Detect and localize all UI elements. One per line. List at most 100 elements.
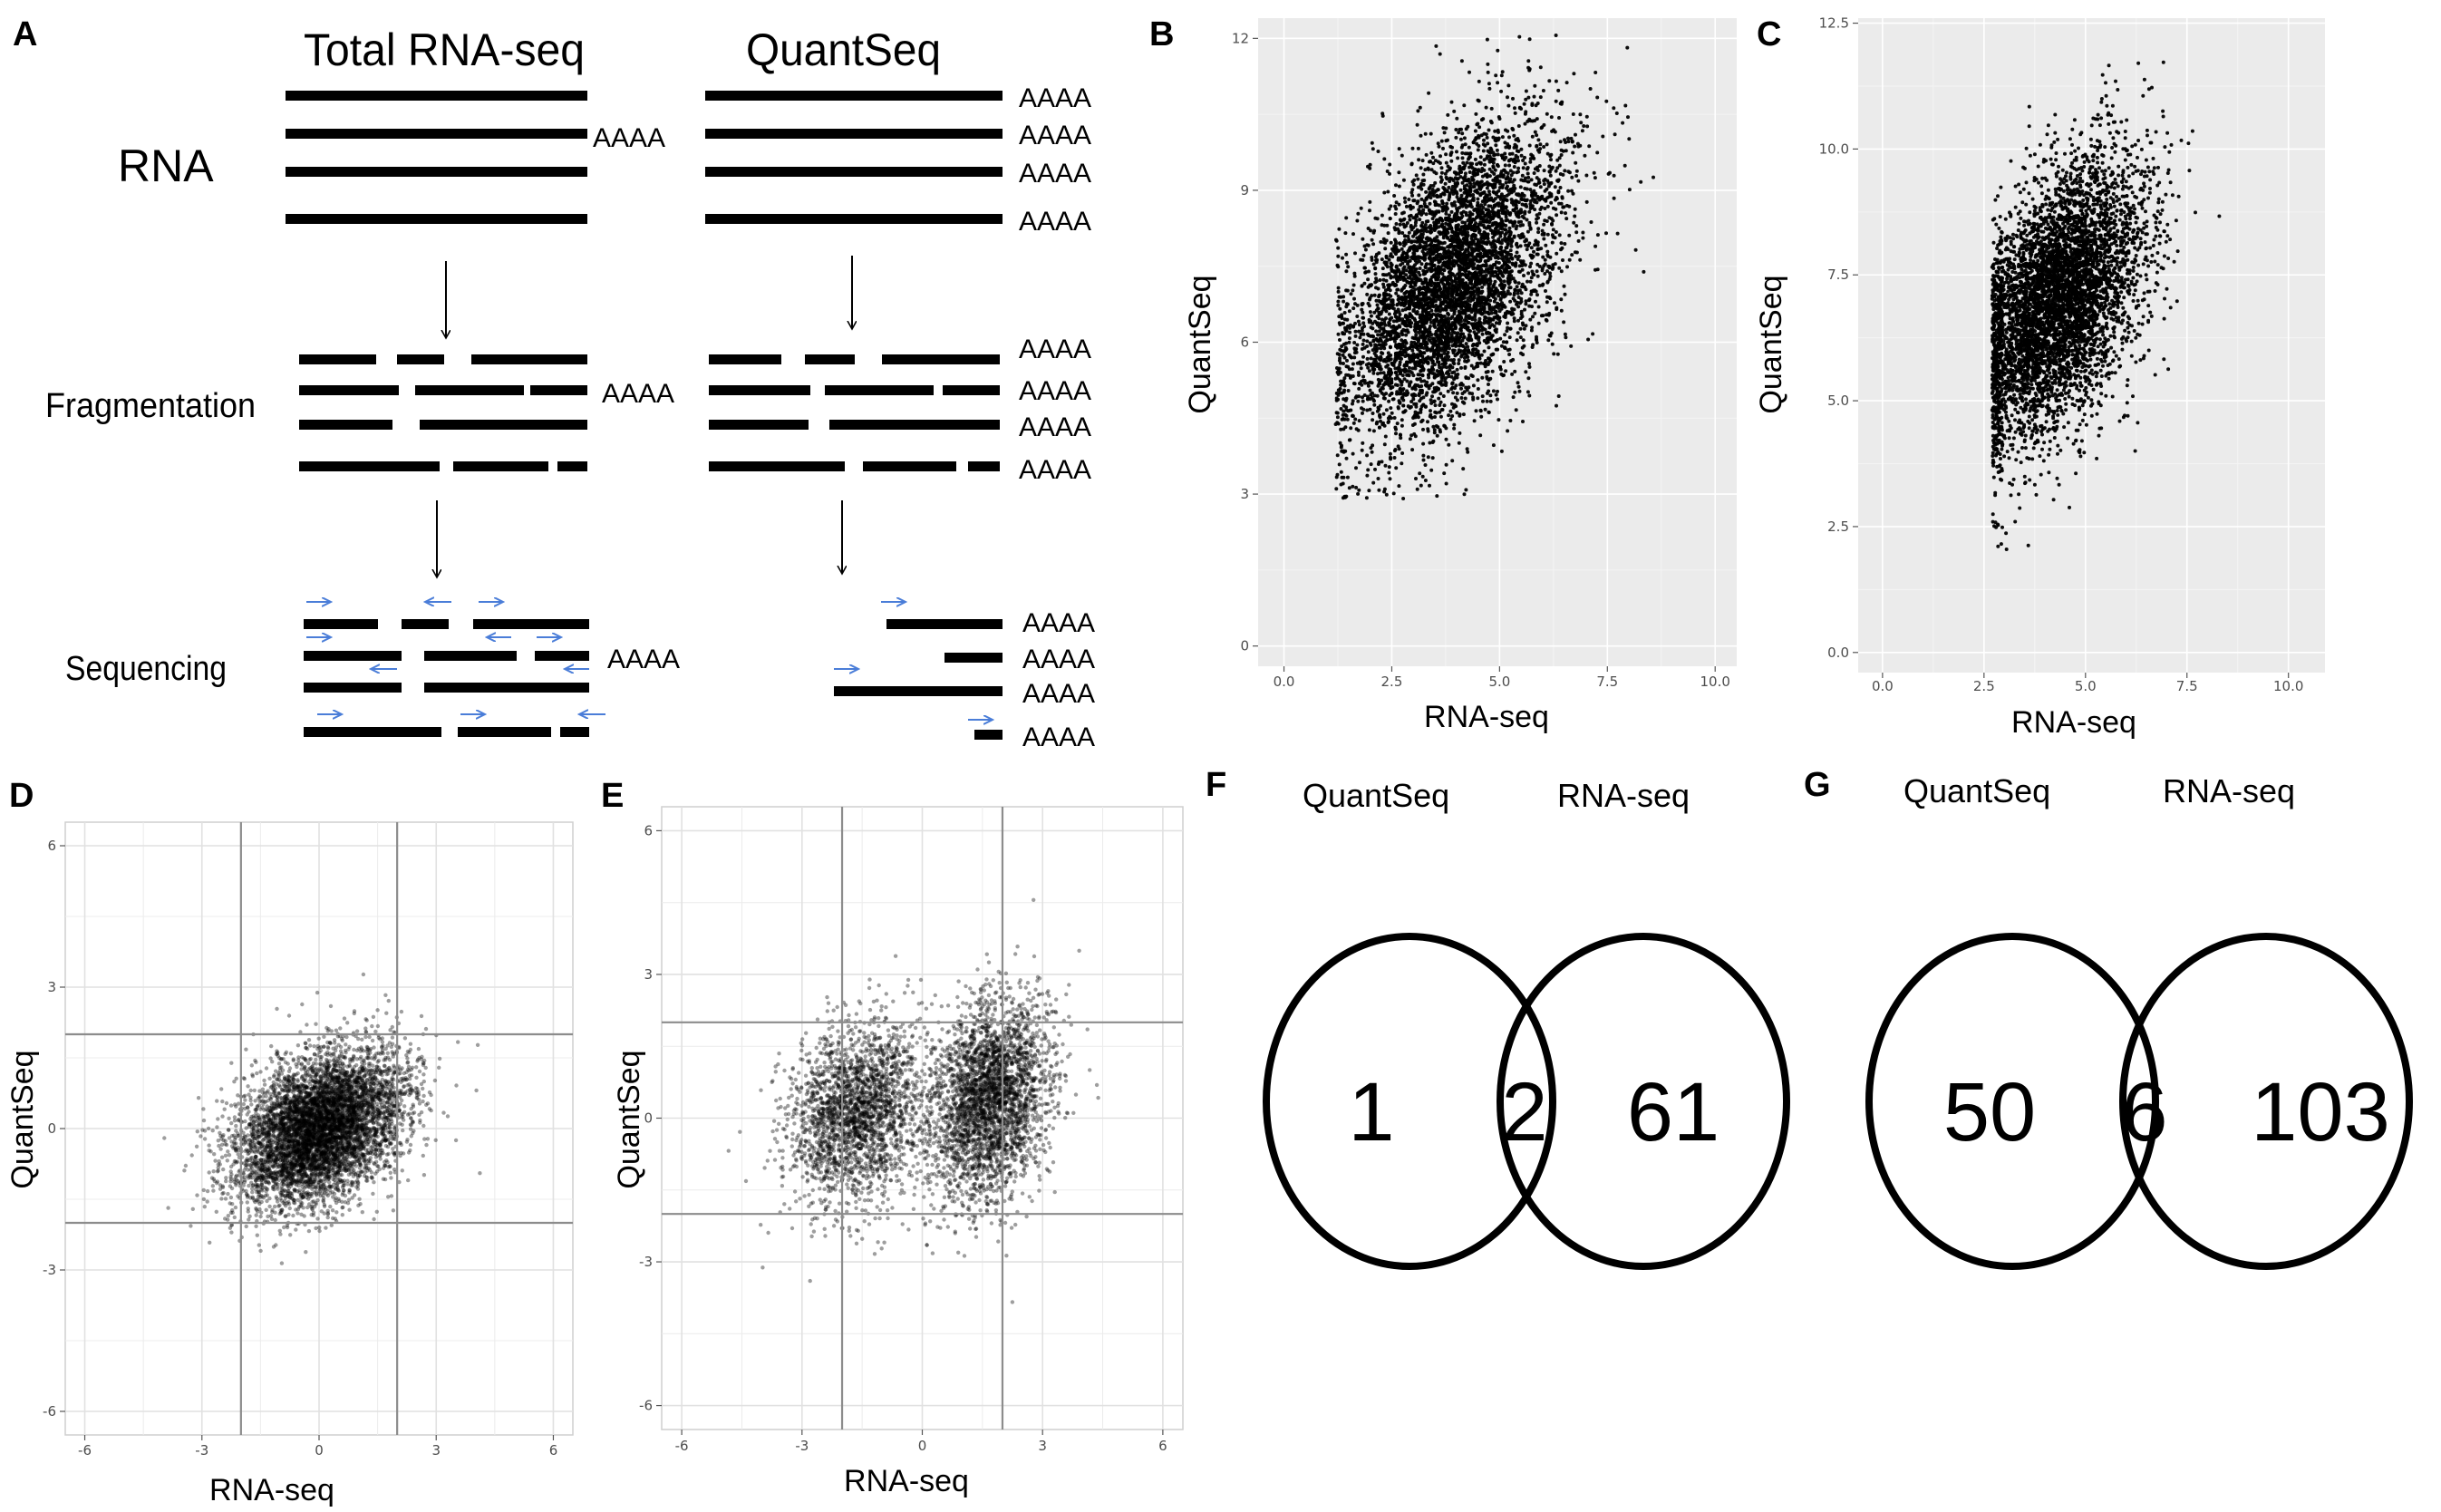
scatter-point [1438, 403, 1441, 407]
scatter-point [1544, 244, 1547, 247]
scatter-point [1574, 133, 1577, 137]
scatter-point [1534, 131, 1537, 134]
scatter-point [1450, 371, 1454, 374]
scatter-point [1450, 459, 1454, 462]
scatter-point [1400, 461, 1403, 465]
rna-fragment [974, 730, 1003, 740]
scatter-point [1509, 253, 1513, 257]
scatter-point [1334, 487, 1338, 490]
rna-fragment [709, 354, 781, 364]
col-title-quantseq: QuantSeq [746, 24, 941, 75]
scatter-point [1355, 219, 1359, 223]
scatter-point [1407, 198, 1410, 201]
scatter-point [1431, 217, 1435, 220]
scatter-point [1352, 422, 1356, 425]
scatter-point [1462, 103, 1466, 107]
scatter-point [1371, 372, 1375, 375]
x-tick-label: 10.0 [1700, 674, 1730, 690]
scatter-point [1400, 289, 1403, 293]
scatter-point [1496, 49, 1499, 53]
scatter-point [1535, 133, 1538, 137]
scatter-point [1361, 321, 1365, 325]
scatter-point [1338, 353, 1342, 356]
scatter-point [1388, 393, 1391, 397]
scatter-point [1348, 341, 1351, 344]
scatter-point [1357, 330, 1361, 334]
scatter-point [1452, 362, 1456, 365]
x-tick-label: 0.0 [1274, 674, 1295, 690]
scatter-point [1356, 400, 1360, 403]
scatter-point [1347, 389, 1351, 393]
scatter-point [1455, 150, 1458, 153]
scatter-point [1565, 81, 1569, 84]
scatter-point [1449, 160, 1453, 163]
scatter-point [1437, 141, 1440, 145]
y-tick-label: 6 [1240, 334, 1249, 351]
scatter-point [1613, 174, 1616, 178]
scatter-point [1595, 96, 1599, 100]
scatter-point [1384, 464, 1388, 468]
scatter-point [1392, 194, 1396, 198]
scatter-point [1562, 320, 1565, 324]
rna-fragment [304, 651, 402, 661]
scatter-point [1481, 394, 1485, 398]
rna-fragment [397, 354, 444, 364]
scatter-point [1488, 393, 1492, 397]
rna-fragment [886, 619, 1003, 629]
scatter-point [1346, 289, 1350, 293]
scatter-point [1529, 280, 1533, 284]
scatter-point [1408, 366, 1411, 370]
scatter-point [1517, 385, 1521, 389]
scatter-point [1492, 443, 1496, 447]
scatter-point [1458, 358, 1461, 362]
scatter-point [1365, 339, 1369, 343]
scatter-point [1514, 255, 1517, 258]
panel-label-c: C [1757, 15, 1781, 53]
scatter-point [1552, 352, 1555, 355]
scatter-point [1542, 89, 1545, 92]
scatter-point [1582, 124, 1585, 128]
scatter-point [1521, 420, 1525, 423]
scatter-point [1528, 37, 1532, 41]
scatter-point [1378, 367, 1381, 371]
scatter-point [1476, 378, 1479, 382]
x-tick-label: 2.5 [1381, 674, 1403, 690]
polya-tail: AAAA [1022, 645, 1095, 674]
panel-label-g: G [1804, 766, 1831, 804]
scatter-point [1461, 161, 1465, 165]
scatter-point [1368, 428, 1371, 431]
scatter-point [1450, 210, 1454, 214]
rna-strand [705, 167, 1003, 177]
scatter-point [1566, 137, 1570, 141]
scatter-point [1409, 325, 1413, 328]
scatter-point [1593, 245, 1597, 248]
rna-fragment [535, 651, 589, 661]
polya-tail: AAAA [593, 123, 665, 153]
scatter-point [1339, 428, 1342, 431]
scatter-point [1516, 285, 1519, 288]
scatter-point [1429, 202, 1432, 206]
rna-strand [286, 91, 587, 101]
scatter-point [1454, 128, 1458, 131]
row-label-sequencing: Sequencing [65, 650, 227, 688]
scatter-point [1506, 95, 1509, 99]
scatter-point [1524, 370, 1527, 373]
scatter-point [1652, 176, 1655, 179]
rna-strand [286, 167, 587, 177]
scatter-point [1474, 158, 1477, 161]
rna-fragment [943, 385, 1000, 395]
scatter-point [1416, 178, 1419, 181]
scatter-point [1358, 335, 1361, 339]
scatter-point [1495, 190, 1498, 194]
scatter-point [1546, 233, 1550, 237]
scatter-point [1376, 333, 1380, 336]
scatter-point [1336, 255, 1340, 258]
scatter-point [1534, 300, 1537, 304]
rna-fragment [453, 461, 548, 471]
scatter-point [1461, 156, 1465, 160]
scatter-point [1478, 433, 1482, 437]
scatter-point [1357, 320, 1361, 324]
scatter-point [1513, 165, 1516, 169]
scatter-point [1572, 221, 1575, 225]
scatter-point [1427, 455, 1430, 459]
